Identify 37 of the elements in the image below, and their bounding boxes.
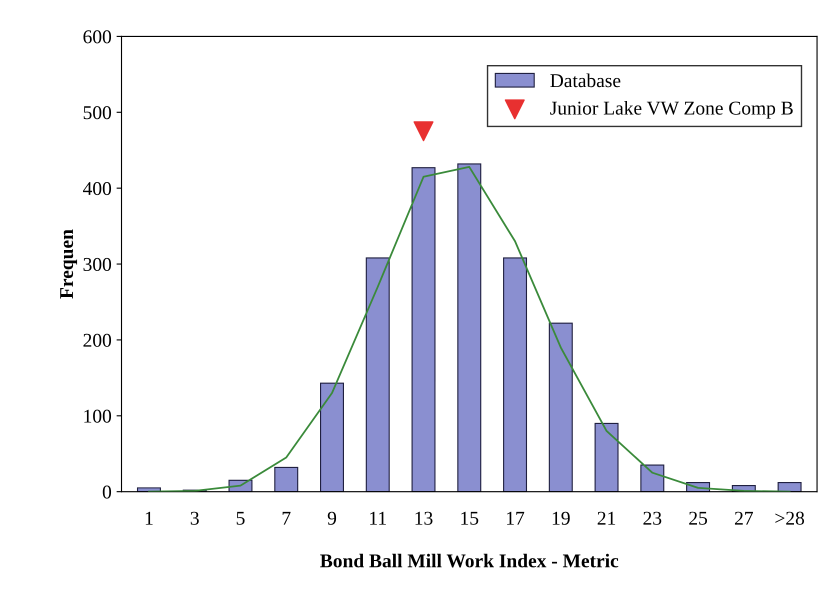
y-tick-label: 400 — [83, 182, 112, 196]
bar — [594, 422, 619, 492]
line-series — [148, 166, 790, 492]
bar — [503, 257, 528, 492]
y-tick-label: 0 — [102, 485, 112, 499]
x-tick-label: 7 — [282, 512, 291, 525]
x-tick-label: 3 — [190, 512, 199, 525]
bar — [274, 466, 298, 492]
x-axis-title: Bond Ball Mill Work Index - Metric — [320, 554, 618, 568]
x-tick-label: 25 — [689, 512, 708, 525]
x-tick-label: 15 — [461, 512, 478, 525]
x-tick-label: 27 — [734, 512, 753, 525]
y-tick-label: 500 — [84, 106, 112, 120]
x-tick-label: 21 — [598, 512, 616, 525]
legend-label: Junior Lake VW Zone Comp B — [550, 101, 793, 119]
x-tick-label: 17 — [507, 512, 524, 525]
x-tick-label: 1 — [146, 512, 153, 525]
bar — [457, 163, 482, 492]
x-tick-label: 13 — [416, 512, 432, 525]
bar — [640, 464, 664, 492]
bar — [778, 482, 802, 492]
legend-label: Database — [550, 74, 620, 88]
y-tick-label: 300 — [84, 258, 112, 271]
bar — [320, 382, 344, 492]
y-tick-label: 600 — [83, 30, 112, 44]
x-tick-label: 23 — [643, 512, 662, 525]
x-tick-label: 9 — [328, 512, 336, 525]
x-tick-label: >28 — [775, 512, 804, 525]
y-tick-label: 200 — [83, 334, 112, 347]
x-tick-label: 19 — [552, 512, 570, 525]
x-tick-label: 5 — [236, 512, 245, 525]
bar — [548, 322, 573, 492]
bar — [366, 257, 390, 492]
y-axis-title: Frequen — [60, 229, 78, 299]
y-tick-label: 100 — [84, 410, 112, 423]
bar — [412, 167, 436, 492]
x-tick-label: 11 — [370, 512, 386, 525]
